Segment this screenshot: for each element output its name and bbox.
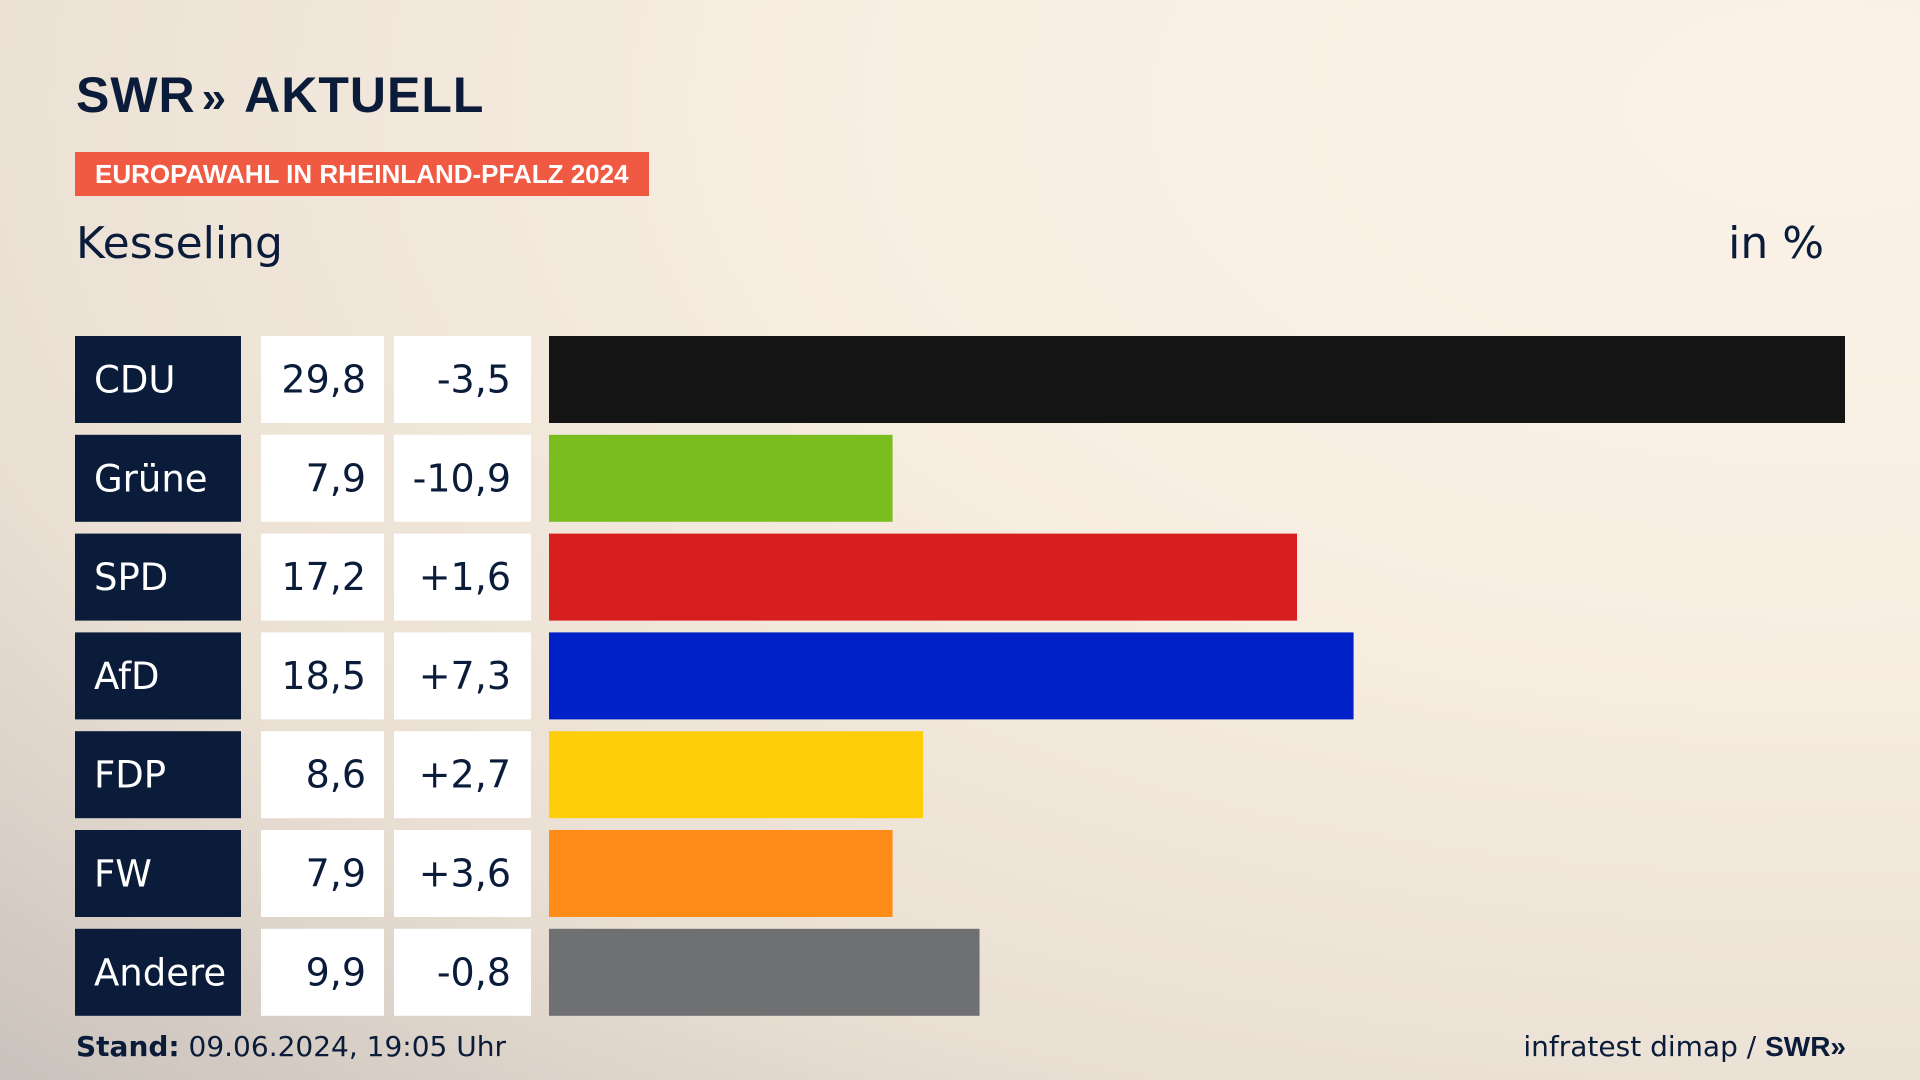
source-swr-logo: SWR» [1765,1031,1846,1062]
value-box [261,336,384,423]
change-box [394,632,531,720]
party-label: CDU [94,359,175,402]
result-bar [549,928,980,1016]
value-label: 7,9 [306,456,366,500]
value-box [261,632,384,720]
swr-aktuell-logo: SWR» AKTUELL [76,66,484,124]
party-label-box [75,336,241,423]
value-label: 9,9 [306,950,366,994]
party-label-box [75,434,241,522]
result-bar [549,434,893,522]
party-label: Grüne [94,457,208,500]
change-box [394,533,531,621]
place-title: Kesseling [76,218,283,269]
result-bar [549,632,1354,720]
change-box [394,434,531,522]
result-bar [549,830,893,917]
change-label: +3,6 [419,852,511,896]
value-label: 17,2 [281,555,366,599]
value-label: 18,5 [281,654,366,698]
change-label: +1,6 [419,555,511,599]
result-bar [549,731,924,819]
stand-value: 09.06.2024, 19:05 Uhr [188,1030,506,1063]
change-label: +7,3 [419,654,511,698]
logo-swr: SWR [76,67,196,123]
change-box [394,336,531,423]
party-label: FW [94,853,152,896]
value-box [261,928,384,1016]
party-label-box [75,632,241,720]
change-label: +2,7 [419,753,511,797]
value-box [261,434,384,522]
party-label-box [75,731,241,819]
change-label: -0,8 [437,950,511,994]
source-text: infratest dimap / [1523,1030,1757,1063]
unit-label: in % [1728,218,1824,269]
party-label-box [75,928,241,1016]
logo-aktuell: AKTUELL [244,67,485,123]
value-label: 8,6 [306,753,366,797]
party-label: SPD [94,556,168,599]
value-box [261,830,384,917]
result-bar [549,533,1298,621]
party-label: FDP [94,754,166,797]
election-tag: EUROPAWAHL IN RHEINLAND-PFALZ 2024 [75,152,649,196]
value-label: 29,8 [281,358,366,402]
stand-label: Stand: [76,1030,180,1063]
change-box [394,830,531,917]
party-label: Andere [94,951,226,994]
party-label-box [75,830,241,917]
swr-chevron-icon: » [1830,1031,1846,1062]
party-label-box [75,533,241,621]
value-label: 7,9 [306,852,366,896]
change-label: -3,5 [437,358,511,402]
change-box [394,928,531,1016]
result-bar [549,336,1845,423]
value-box [261,731,384,819]
change-label: -10,9 [413,456,511,500]
value-box [261,533,384,621]
party-label: AfD [94,655,160,698]
change-box [394,731,531,819]
source-credit: infratest dimap / SWR» [1523,1030,1846,1063]
timestamp: Stand: 09.06.2024, 19:05 Uhr [76,1030,506,1063]
